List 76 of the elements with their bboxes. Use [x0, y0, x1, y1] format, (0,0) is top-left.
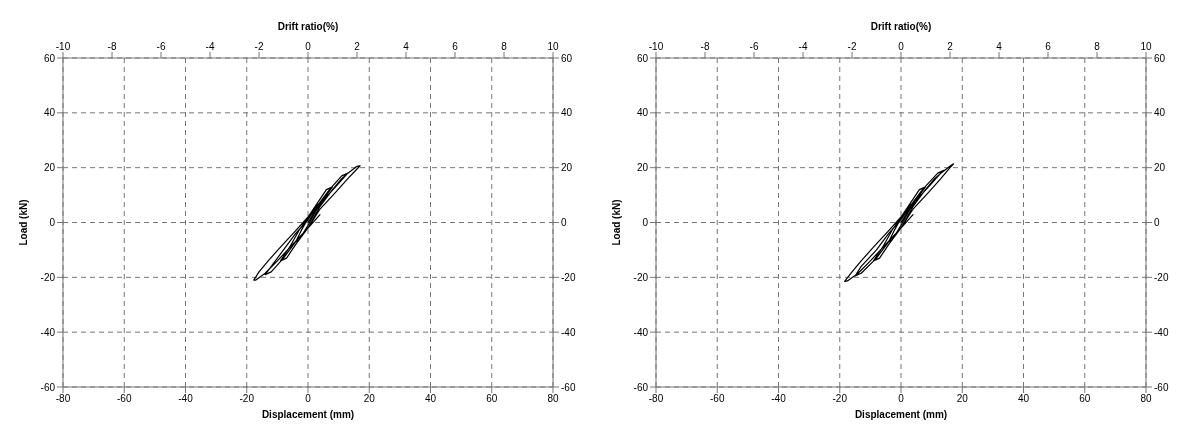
x2-tick-label: 8 — [501, 41, 508, 52]
y-axis-title: Load (kN) — [17, 199, 29, 246]
line-series — [844, 163, 955, 283]
y2-tick-label: -60 — [561, 381, 576, 393]
y-tick-label: -60 — [633, 381, 649, 393]
y-tick-label: 0 — [49, 217, 56, 229]
x-tick-label: 80 — [547, 393, 559, 405]
y-tick-label: 60 — [43, 52, 56, 64]
y-tick-label: -40 — [633, 326, 649, 338]
x2-tick-label: -6 — [749, 41, 759, 52]
y-tick-label: 40 — [636, 107, 649, 119]
x2-tick-label: -4 — [205, 41, 215, 52]
x2-tick-label: -6 — [156, 41, 166, 52]
x-tick-label: -20 — [239, 393, 255, 405]
y2-tick-label: 20 — [561, 162, 573, 174]
y2-tick-label: 0 — [561, 217, 567, 229]
y2-tick-label: 60 — [1154, 52, 1166, 64]
x2-tick-label: -2 — [847, 41, 857, 52]
x2-tick-label: 10 — [547, 41, 559, 52]
y2-tick-label: -40 — [1154, 326, 1169, 338]
x2-tick-label: -10 — [55, 41, 71, 52]
y2-tick-label: -40 — [561, 326, 576, 338]
x2-tick-label: -8 — [700, 41, 710, 52]
y2-tick-label: -20 — [561, 271, 576, 283]
line-series — [253, 165, 361, 281]
x2-axis-title: Drift ratio(%) — [277, 21, 339, 33]
x2-tick-label: 2 — [947, 41, 954, 52]
y-tick-label: -20 — [40, 271, 56, 283]
y-tick-label: -60 — [40, 381, 56, 393]
x-tick-label: -60 — [117, 393, 132, 405]
x2-tick-label: -8 — [107, 41, 117, 52]
y2-tick-label: -20 — [1154, 271, 1169, 283]
x-tick-label: 60 — [486, 393, 498, 405]
y-tick-label: 40 — [43, 107, 56, 119]
x2-tick-label: -4 — [798, 41, 808, 52]
y2-tick-label: 60 — [561, 52, 573, 64]
y-axis-title: Load (kN) — [610, 199, 622, 246]
y-tick-label: -20 — [633, 271, 649, 283]
y2-tick-label: 0 — [1154, 217, 1160, 229]
x-tick-label: 40 — [1017, 393, 1030, 405]
x2-tick-label: 6 — [452, 41, 459, 52]
x2-tick-label: 10 — [1140, 41, 1152, 52]
x2-tick-label: 4 — [996, 41, 1003, 52]
y-tick-label: 20 — [43, 162, 56, 174]
x-tick-label: 40 — [424, 393, 437, 405]
x-tick-label: -40 — [178, 393, 194, 405]
x2-tick-label: 0 — [305, 41, 312, 52]
y-tick-label: 0 — [642, 217, 649, 229]
x-tick-label: 20 — [956, 393, 969, 405]
x-tick-label: 60 — [1079, 393, 1091, 405]
y-tick-label: 20 — [636, 162, 649, 174]
x2-axis-title: Drift ratio(%) — [870, 21, 932, 33]
x2-tick-label: 2 — [354, 41, 361, 52]
y2-tick-label: 20 — [1154, 162, 1166, 174]
x-axis-title: Displacement (mm) — [854, 409, 948, 420]
y2-tick-label: 40 — [1154, 107, 1166, 119]
x-tick-label: -60 — [710, 393, 725, 405]
y-tick-label: -40 — [40, 326, 56, 338]
x2-tick-label: -10 — [648, 41, 664, 52]
x2-tick-label: 6 — [1045, 41, 1052, 52]
x-tick-label: -20 — [832, 393, 848, 405]
y2-tick-label: 40 — [561, 107, 573, 119]
x-tick-label: 0 — [305, 393, 312, 405]
x-tick-label: 0 — [898, 393, 905, 405]
x2-tick-label: -2 — [254, 41, 264, 52]
x-tick-label: 80 — [1140, 393, 1152, 405]
x-axis-title: Displacement (mm) — [261, 409, 355, 420]
x2-tick-label: 4 — [403, 41, 410, 52]
y-tick-label: 60 — [636, 52, 649, 64]
y2-tick-label: -60 — [1154, 381, 1169, 393]
x-tick-label: -40 — [771, 393, 787, 405]
x-tick-label: -80 — [55, 393, 71, 405]
x-tick-label: -80 — [648, 393, 664, 405]
x2-tick-label: 8 — [1094, 41, 1101, 52]
x-tick-label: 20 — [363, 393, 376, 405]
x2-tick-label: 0 — [898, 41, 905, 52]
